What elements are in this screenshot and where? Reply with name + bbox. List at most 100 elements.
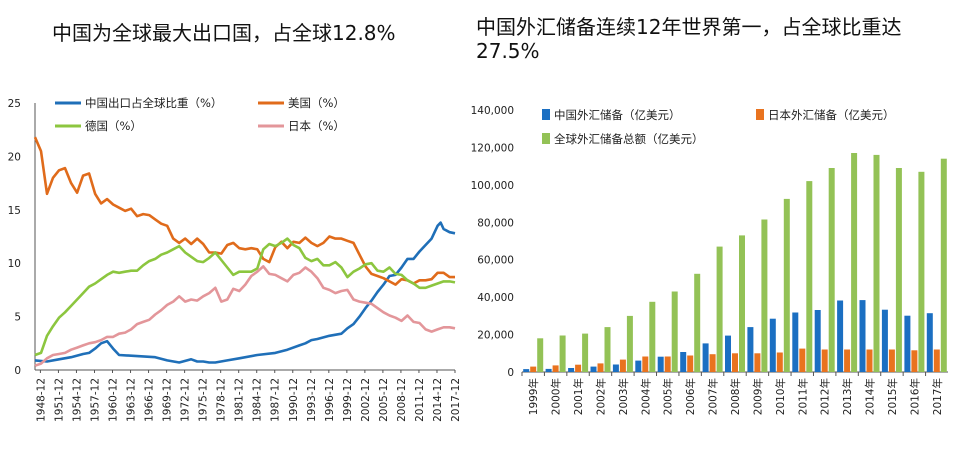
bar-1-3 [597, 363, 604, 372]
bar-0-18 [926, 313, 933, 372]
bar-0-11 [769, 318, 776, 372]
right-x-tick-label: 2011年 [796, 378, 809, 415]
bar-0-9 [725, 335, 731, 372]
bar-0-12 [792, 312, 799, 372]
bar-2-5 [649, 301, 656, 372]
line-series-0 [34, 221, 456, 364]
bar-2-14 [851, 153, 858, 372]
bar-1-5 [642, 356, 649, 372]
left-x-tick-label: 2005-12 [378, 378, 390, 422]
bar-0-6 [657, 356, 664, 372]
right-x-tick-label: 2006年 [684, 378, 697, 415]
bar-1-8 [709, 354, 716, 372]
right-x-tick-label: 2012年 [819, 378, 832, 415]
bar-1-6 [664, 356, 671, 372]
right-x-tick-label: 2000年 [550, 378, 563, 415]
bar-1-12 [799, 348, 806, 372]
left-y-tick-label: 0 [14, 365, 21, 377]
left-chart-title: 中国为全球最大出口国，占全球12.8% [52, 21, 396, 45]
bar-0-13 [814, 310, 821, 372]
right-legend-label: 日本外汇储备（亿美元） [768, 108, 895, 122]
right-x-tick-label: 2013年 [841, 378, 854, 415]
left-y-tick-label: 10 [8, 258, 21, 270]
left-y-tick-label: 25 [8, 98, 21, 110]
right-y-tick-label: 20,000 [477, 330, 514, 342]
bar-2-1 [559, 335, 566, 372]
bar-1-7 [687, 355, 694, 372]
bar-2-4 [626, 315, 633, 372]
right-x-tick-label: 2017年 [931, 378, 944, 415]
left-x-tick-label: 1960-12 [108, 378, 120, 422]
bar-2-2 [582, 333, 589, 372]
right-x-tick-label: 2003年 [617, 378, 630, 415]
right-x-tick-label: 2005年 [662, 378, 675, 415]
left-x-tick-label: 1954-12 [71, 378, 83, 422]
left-x-tick-label: 1987-12 [270, 378, 282, 422]
right-y-tick-label: 100,000 [471, 180, 514, 192]
left-x-tick-label: 2011-12 [414, 378, 426, 422]
left-legend-label: 日本（%） [288, 119, 345, 133]
bar-1-13 [821, 349, 828, 372]
right-x-tick-label: 1999年 [527, 378, 540, 415]
right-x-tick-label: 2016年 [908, 378, 921, 415]
bar-0-17 [904, 315, 911, 372]
bar-0-1 [545, 368, 552, 372]
right-legend-label: 中国外汇储备（亿美元） [554, 108, 681, 122]
bar-2-3 [604, 327, 611, 372]
bar-1-4 [619, 359, 626, 372]
right-y-tick-label: 60,000 [477, 255, 514, 267]
right-x-tick-label: 2008年 [729, 378, 742, 415]
bar-2-11 [783, 198, 790, 372]
bar-2-9 [739, 235, 745, 372]
left-x-tick-label: 1969-12 [162, 378, 174, 422]
bar-0-16 [881, 309, 888, 372]
bar-2-6 [671, 291, 678, 372]
right-y-tick-label: 80,000 [477, 217, 514, 229]
bar-0-8 [702, 343, 709, 372]
right-x-tick-label: 2015年 [886, 378, 899, 415]
bar-1-15 [866, 349, 873, 372]
bar-2-12 [806, 181, 813, 372]
bar-0-15 [859, 300, 866, 372]
left-x-tick-label: 2014-12 [432, 378, 444, 422]
bar-1-10 [754, 353, 761, 372]
bar-2-18 [940, 158, 947, 372]
left-legend-label: 中国出口占全球比重（%） [85, 96, 222, 110]
left-x-tick-label: 2002-12 [360, 378, 372, 422]
bar-1-18 [933, 349, 940, 372]
right-x-tick-label: 2014年 [864, 378, 877, 415]
left-x-tick-label: 1984-12 [252, 378, 264, 422]
right-x-tick-label: 2002年 [594, 378, 607, 415]
left-x-tick-label: 1966-12 [144, 378, 156, 422]
bar-1-9 [732, 353, 738, 372]
bar-0-5 [635, 360, 642, 372]
right-x-tick-label: 2004年 [639, 378, 652, 415]
right-x-tick-label: 2001年 [572, 378, 585, 415]
left-x-tick-label: 2017-12 [450, 378, 462, 422]
right-legend-swatch [542, 133, 550, 144]
bar-0-7 [680, 352, 687, 372]
bar-2-10 [761, 219, 768, 372]
bar-2-0 [537, 338, 544, 372]
bar-1-0 [530, 366, 537, 372]
left-x-tick-label: 1975-12 [198, 378, 210, 422]
right-chart-title: 中国外汇储备连续12年世界第一，占全球比重达27.5% [476, 15, 902, 63]
left-legend-label: 德国（%） [85, 119, 142, 133]
bar-1-17 [911, 350, 918, 372]
bar-2-16 [895, 168, 902, 372]
left-x-tick-label: 1963-12 [126, 378, 138, 422]
line-series-3 [34, 265, 456, 367]
right-x-tick-label: 2010年 [774, 378, 787, 415]
left-x-tick-label: 1981-12 [234, 378, 246, 422]
bar-2-7 [694, 273, 701, 373]
left-y-tick-label: 5 [14, 312, 21, 324]
left-x-tick-label: 1993-12 [306, 378, 318, 422]
bar-0-10 [747, 327, 754, 372]
left-x-tick-label: 1996-12 [324, 378, 336, 422]
left-x-tick-label: 1999-12 [342, 378, 354, 422]
right-y-tick-label: 120,000 [471, 142, 514, 154]
right-y-tick-label: 40,000 [477, 292, 514, 304]
bar-2-17 [918, 171, 925, 372]
